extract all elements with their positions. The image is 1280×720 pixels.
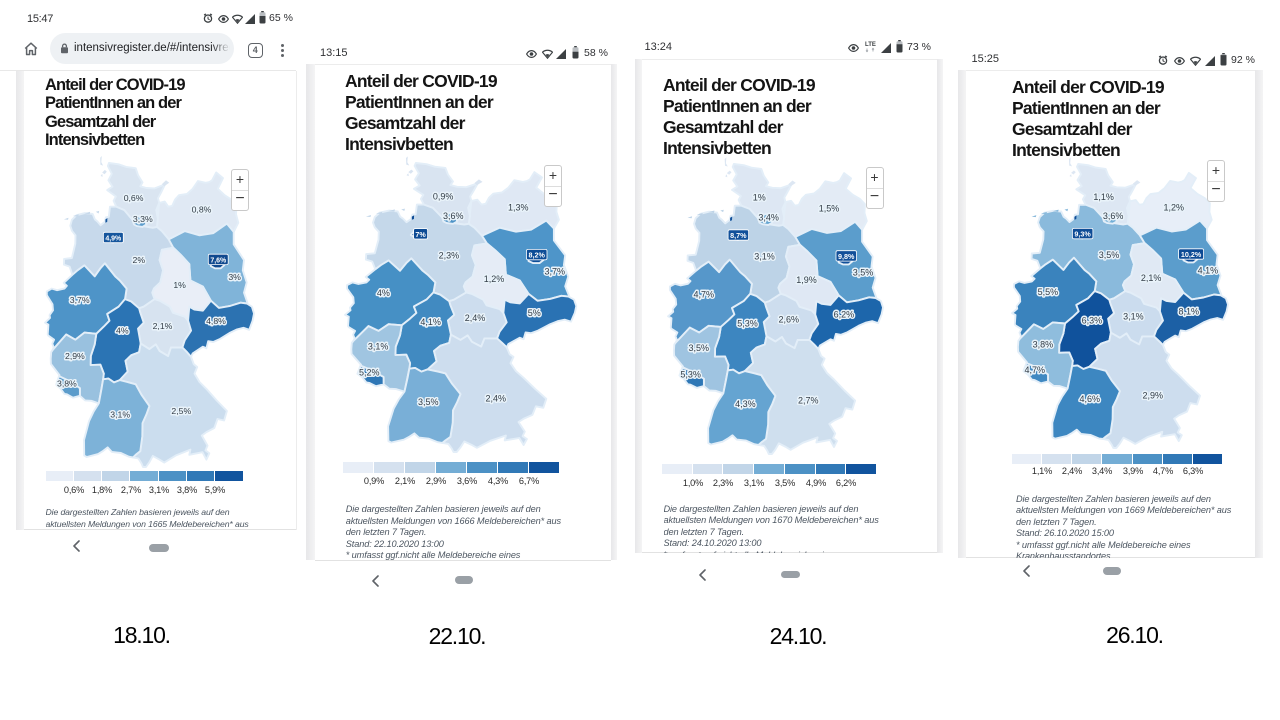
svg-text:2,1%: 2,1% bbox=[1141, 273, 1162, 283]
svg-text:5,3%: 5,3% bbox=[680, 369, 701, 379]
svg-text:9,8%: 9,8% bbox=[838, 252, 855, 261]
svg-text:1,1%: 1,1% bbox=[1093, 192, 1114, 202]
svg-text:3,5%: 3,5% bbox=[418, 397, 439, 407]
svg-text:3,3%: 3,3% bbox=[133, 214, 153, 224]
svg-text:4,7%: 4,7% bbox=[1024, 365, 1045, 375]
svg-text:3%: 3% bbox=[228, 272, 241, 282]
svg-text:1,2%: 1,2% bbox=[1164, 203, 1185, 213]
svg-text:6,2%: 6,2% bbox=[834, 310, 855, 320]
svg-text:4,3%: 4,3% bbox=[735, 399, 756, 409]
svg-text:4%: 4% bbox=[116, 325, 129, 335]
svg-text:2,7%: 2,7% bbox=[798, 396, 819, 406]
svg-text:3,5%: 3,5% bbox=[688, 343, 709, 353]
svg-text:7%: 7% bbox=[415, 230, 426, 239]
svg-text:1%: 1% bbox=[753, 193, 766, 203]
svg-text:8,1%: 8,1% bbox=[1178, 307, 1199, 317]
svg-text:5,2%: 5,2% bbox=[359, 368, 380, 378]
svg-text:1%: 1% bbox=[173, 280, 186, 290]
svg-text:3,1%: 3,1% bbox=[110, 410, 130, 420]
svg-text:3,7%: 3,7% bbox=[70, 295, 90, 305]
svg-text:1,9%: 1,9% bbox=[796, 275, 817, 285]
svg-text:7,6%: 7,6% bbox=[210, 257, 227, 264]
svg-text:2,6%: 2,6% bbox=[779, 315, 800, 325]
svg-text:3,8%: 3,8% bbox=[1033, 339, 1054, 349]
svg-text:2,5%: 2,5% bbox=[171, 406, 191, 416]
svg-text:3,1%: 3,1% bbox=[754, 252, 775, 262]
svg-text:2,4%: 2,4% bbox=[486, 394, 507, 404]
svg-text:3,5%: 3,5% bbox=[853, 268, 874, 278]
svg-text:2,3%: 2,3% bbox=[439, 250, 460, 260]
svg-text:6,3%: 6,3% bbox=[1082, 315, 1103, 325]
svg-text:4,7%: 4,7% bbox=[693, 290, 714, 300]
svg-text:9,3%: 9,3% bbox=[1074, 230, 1091, 239]
svg-text:1,3%: 1,3% bbox=[508, 202, 529, 212]
svg-text:1,2%: 1,2% bbox=[484, 274, 505, 284]
svg-text:3,7%: 3,7% bbox=[545, 266, 566, 276]
svg-text:4,8%: 4,8% bbox=[206, 316, 226, 326]
svg-text:2,4%: 2,4% bbox=[465, 313, 486, 323]
svg-text:0,9%: 0,9% bbox=[433, 191, 454, 201]
svg-text:4,9%: 4,9% bbox=[105, 236, 122, 243]
svg-text:4%: 4% bbox=[377, 288, 390, 298]
svg-text:2%: 2% bbox=[133, 255, 146, 265]
svg-text:5%: 5% bbox=[528, 308, 541, 318]
svg-text:10,2%: 10,2% bbox=[1181, 250, 1202, 259]
svg-text:3,1%: 3,1% bbox=[1123, 311, 1144, 321]
svg-text:3,5%: 3,5% bbox=[1099, 250, 1120, 260]
svg-text:LTE: LTE bbox=[865, 42, 876, 48]
svg-text:5,5%: 5,5% bbox=[1038, 287, 1059, 297]
svg-text:4,6%: 4,6% bbox=[1080, 394, 1101, 404]
svg-text:3,6%: 3,6% bbox=[443, 211, 464, 221]
svg-text:4,1%: 4,1% bbox=[420, 317, 441, 327]
svg-text:2,9%: 2,9% bbox=[1143, 391, 1164, 401]
svg-text:5,3%: 5,3% bbox=[737, 319, 758, 329]
svg-text:3,4%: 3,4% bbox=[758, 212, 779, 222]
svg-text:0,6%: 0,6% bbox=[124, 193, 144, 203]
svg-text:3,6%: 3,6% bbox=[1103, 211, 1124, 221]
svg-text:3,8%: 3,8% bbox=[57, 379, 77, 389]
svg-text:0,8%: 0,8% bbox=[192, 205, 212, 215]
svg-text:8,7%: 8,7% bbox=[730, 231, 747, 240]
svg-text:2,9%: 2,9% bbox=[65, 351, 85, 361]
svg-text:4,1%: 4,1% bbox=[1198, 265, 1219, 275]
svg-text:8,2%: 8,2% bbox=[529, 251, 546, 260]
svg-text:2,1%: 2,1% bbox=[153, 321, 173, 331]
svg-text:1,5%: 1,5% bbox=[819, 204, 840, 214]
svg-text:3,1%: 3,1% bbox=[368, 341, 389, 351]
